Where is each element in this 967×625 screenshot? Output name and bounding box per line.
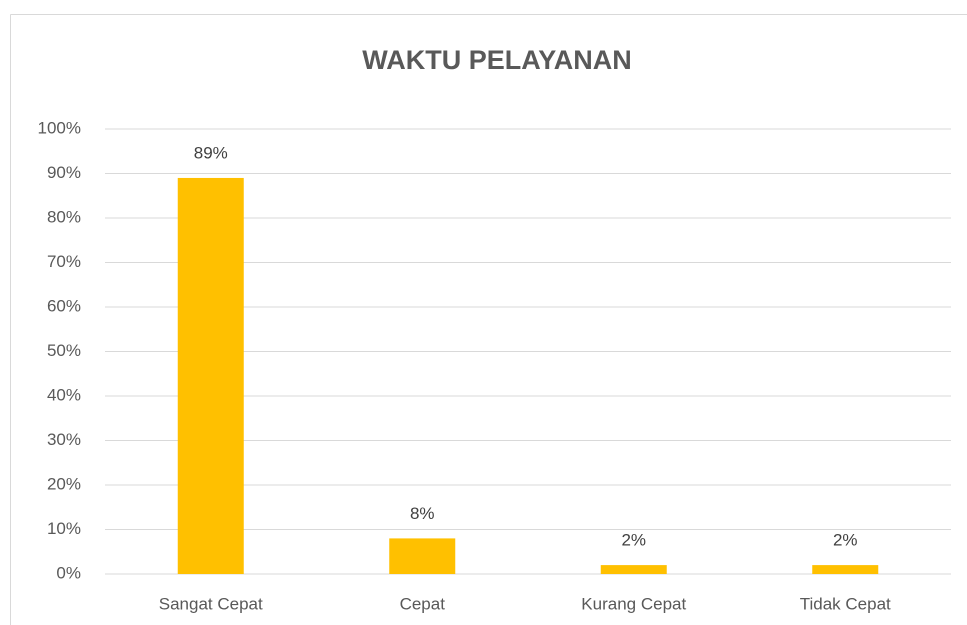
bar: [600, 565, 667, 574]
y-tick-label: 50%: [47, 341, 81, 360]
value-label: 2%: [833, 531, 858, 550]
y-tick-label: 10%: [47, 519, 81, 538]
y-tick-label: 60%: [47, 296, 81, 315]
bar: [389, 538, 456, 574]
value-label: 2%: [621, 531, 646, 550]
y-tick-label: 100%: [38, 118, 81, 137]
value-label: 89%: [194, 143, 228, 162]
y-tick-label: 0%: [56, 563, 81, 582]
y-tick-label: 20%: [47, 474, 81, 493]
bar: [812, 565, 879, 574]
x-tick-label: Tidak Cepat: [800, 594, 891, 613]
y-tick-label: 70%: [47, 252, 81, 271]
x-tick-label: Kurang Cepat: [581, 594, 686, 613]
x-tick-label: Sangat Cepat: [159, 594, 263, 613]
value-label: 8%: [410, 504, 435, 523]
y-tick-label: 90%: [47, 163, 81, 182]
chart-title: WAKTU PELAYANAN: [362, 45, 632, 75]
bar: [177, 177, 244, 574]
y-tick-label: 80%: [47, 207, 81, 226]
y-tick-label: 40%: [47, 385, 81, 404]
y-tick-label: 30%: [47, 430, 81, 449]
x-tick-label: Cepat: [400, 594, 446, 613]
